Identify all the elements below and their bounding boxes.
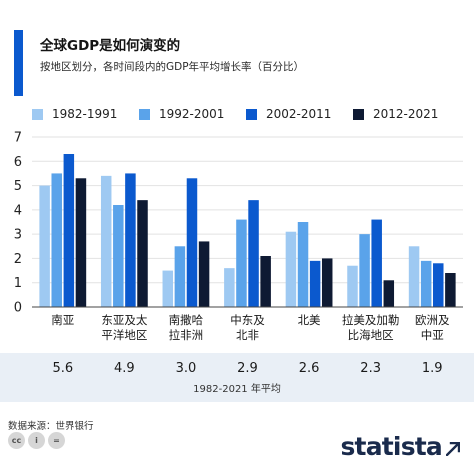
y-tick-label: 1 <box>14 276 22 291</box>
average-value: 2.3 <box>360 361 381 376</box>
bar <box>309 260 321 307</box>
x-tick-label: 北非 <box>236 328 259 342</box>
average-value: 2.9 <box>237 361 258 376</box>
x-tick-label: 中亚 <box>421 328 444 342</box>
x-tick-label: 拉非洲 <box>169 328 204 342</box>
legend-label: 1992-2001 <box>159 107 225 121</box>
bar <box>248 200 259 307</box>
x-tick-label: 北美 <box>298 313 321 327</box>
average-value: 3.0 <box>176 361 197 376</box>
legend-swatch <box>246 108 257 120</box>
cc-icon[interactable]: cc <box>8 432 25 449</box>
bar <box>75 178 87 307</box>
bar <box>347 265 358 307</box>
bar <box>359 234 370 307</box>
bar <box>39 185 50 307</box>
brand-name: statista <box>340 432 442 461</box>
y-tick-label: 2 <box>14 252 22 267</box>
y-tick-label: 4 <box>14 203 22 218</box>
bar <box>198 241 210 307</box>
bar <box>174 246 186 307</box>
bar <box>408 246 420 307</box>
info-icon[interactable]: i <box>28 432 45 449</box>
bar <box>321 258 333 307</box>
x-tick-label: 南亚 <box>51 313 74 327</box>
average-value: 4.9 <box>114 361 135 376</box>
average-strip <box>0 353 474 402</box>
average-caption: 1982-2021 年平均 <box>193 384 281 395</box>
statista-logo[interactable]: statista <box>340 432 460 461</box>
legend-item-1992-2001: 1992-2001 <box>139 106 224 122</box>
bar <box>100 175 112 307</box>
bar <box>383 280 395 307</box>
legend-label: 1982-1991 <box>52 107 118 121</box>
y-tick-label: 7 <box>14 131 22 146</box>
x-tick-label: 平洋地区 <box>101 328 147 342</box>
legend-label: 2012-2021 <box>373 107 439 121</box>
x-tick-label: 拉美及加勒 <box>342 313 400 327</box>
y-tick-label: 0 <box>14 301 22 316</box>
bar <box>162 270 174 307</box>
x-tick-label: 中东及 <box>230 313 265 327</box>
average-value: 2.6 <box>299 361 320 376</box>
average-value: 5.6 <box>52 361 73 376</box>
bar <box>224 268 235 307</box>
x-tick-label: 南撒哈 <box>169 313 204 327</box>
x-tick-label: 欧洲及 <box>415 313 450 327</box>
equals-icon[interactable]: = <box>48 432 65 449</box>
legend: 1982-1991 1992-2001 2002-2011 2012-2021 <box>32 106 472 122</box>
y-tick-label: 5 <box>14 179 22 194</box>
bar <box>63 154 75 307</box>
bar <box>297 222 309 307</box>
source-note: 数据来源：世界银行 <box>8 421 94 432</box>
bar <box>125 173 136 307</box>
y-tick-label: 3 <box>14 228 22 243</box>
bar <box>420 260 432 307</box>
legend-swatch <box>139 108 150 120</box>
title-accent-bar <box>14 30 23 96</box>
bar <box>371 219 382 307</box>
x-tick-label: 比海地区 <box>348 328 394 342</box>
bar <box>137 200 148 307</box>
chart-subtitle: 按地区划分，各时间段内的GDP年平均增长率（百分比） <box>40 61 305 73</box>
average-value: 1.9 <box>422 361 443 376</box>
legend-item-1982-1991: 1982-1991 <box>32 106 117 122</box>
bar <box>51 173 62 307</box>
legend-swatch <box>353 108 364 120</box>
chart-title: 全球GDP是如何演变的 <box>40 38 181 54</box>
bar <box>433 263 444 307</box>
bar <box>236 219 247 307</box>
bar <box>186 178 198 307</box>
bar <box>260 256 271 307</box>
bar <box>113 205 124 307</box>
y-tick-label: 6 <box>14 155 22 170</box>
bar <box>445 273 456 307</box>
arrow-icon <box>446 441 460 456</box>
legend-swatch <box>32 108 43 120</box>
legend-item-2012-2021: 2012-2021 <box>353 106 438 122</box>
bar <box>285 231 297 307</box>
x-tick-label: 东亚及太 <box>101 313 147 327</box>
legend-item-2002-2011: 2002-2011 <box>246 106 331 122</box>
legend-label: 2002-2011 <box>266 107 332 121</box>
license-icons: cc i = <box>8 432 65 449</box>
